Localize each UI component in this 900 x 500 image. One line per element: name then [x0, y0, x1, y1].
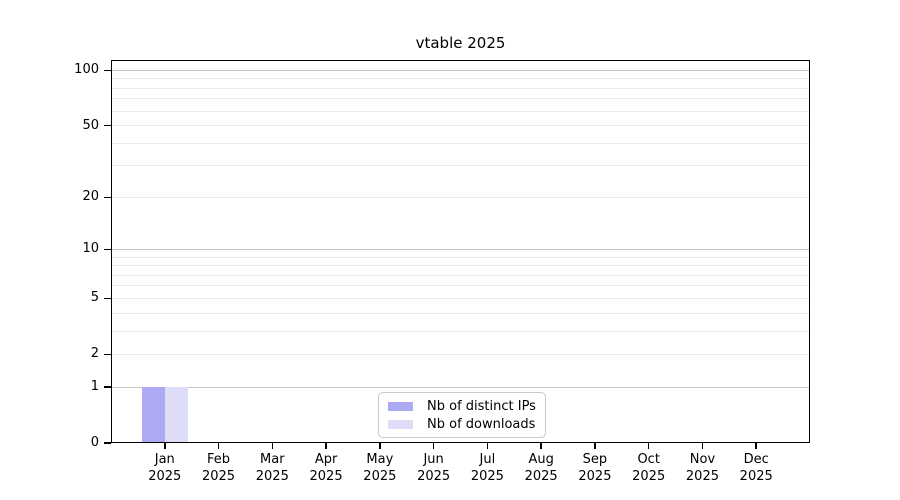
y-tick-mark: [104, 196, 111, 198]
x-tick-mark: [647, 443, 650, 449]
legend-swatch-downloads: [388, 419, 413, 429]
y-tick-mark: [104, 124, 111, 127]
x-tick-label: May 2025: [350, 451, 410, 485]
y-gridline-minor: [111, 78, 810, 80]
y-gridline-major: [111, 248, 810, 250]
y-gridline-minor: [111, 87, 810, 89]
y-gridline-minor: [111, 256, 810, 258]
y-tick-label: 100: [74, 62, 99, 78]
x-tick-month: Aug: [528, 452, 554, 467]
x-tick-year: 2025: [578, 469, 612, 484]
bar-nb-of-downloads-jan: [164, 387, 188, 443]
x-tick-year: 2025: [524, 469, 558, 484]
y-gridline-minor: [111, 285, 810, 287]
x-tick-month: May: [366, 452, 394, 467]
x-tick-mark: [271, 443, 274, 449]
x-tick-mark: [540, 443, 542, 449]
chart-title: vtable 2025: [415, 34, 506, 52]
legend-label-distinct-ips: Nb of distinct IPs: [427, 398, 536, 414]
y-tick-label: 2: [90, 346, 99, 362]
x-tick-month: Jul: [479, 452, 496, 467]
x-tick-year: 2025: [739, 469, 773, 484]
y-tick-label: 0: [90, 435, 99, 450]
legend: Nb of distinct IPs Nb of downloads: [378, 392, 546, 438]
x-tick-month: Oct: [637, 452, 660, 467]
x-tick-year: 2025: [255, 469, 289, 484]
x-tick-label: Nov 2025: [672, 451, 732, 485]
y-tick-label: 50: [82, 117, 99, 133]
x-tick-month: Jan: [154, 452, 175, 467]
y-tick-label: 1: [90, 379, 99, 395]
plot-border: [111, 60, 810, 443]
x-tick-year: 2025: [309, 469, 343, 484]
x-tick-mark: [594, 443, 596, 449]
x-tick-month: Mar: [260, 452, 285, 467]
x-tick-mark: [701, 443, 704, 449]
x-tick-year: 2025: [470, 469, 504, 484]
y-gridline-minor: [111, 165, 810, 167]
x-tick-month: Feb: [207, 452, 231, 467]
x-tick-month: Jun: [423, 452, 444, 467]
y-gridline-minor: [111, 196, 810, 198]
x-tick-label: Mar 2025: [242, 451, 302, 485]
x-tick-mark: [217, 443, 220, 449]
x-tick-mark: [325, 443, 327, 449]
y-tick-mark: [104, 442, 111, 444]
x-tick-year: 2025: [685, 469, 719, 484]
x-tick-month: Dec: [743, 452, 769, 467]
y-tick-label: 20: [82, 189, 99, 205]
y-tick-mark: [104, 353, 111, 356]
x-tick-month: Apr: [314, 452, 338, 467]
y-gridline-minor: [111, 265, 810, 267]
x-tick-mark: [432, 443, 435, 449]
x-tick-label: Apr 2025: [296, 451, 356, 485]
x-tick-mark: [164, 443, 166, 449]
legend-item-distinct-ips: Nb of distinct IPs: [388, 398, 536, 415]
y-gridline-minor: [111, 312, 810, 314]
x-tick-month: Nov: [689, 452, 716, 467]
x-tick-label: Jun 2025: [404, 451, 464, 485]
y-tick-mark: [104, 69, 111, 72]
x-tick-year: 2025: [363, 469, 397, 484]
x-tick-label: Jul 2025: [457, 451, 517, 485]
y-tick-label: 5: [90, 290, 99, 306]
legend-swatch-distinct-ips: [388, 401, 413, 411]
x-tick-month: Sep: [582, 452, 608, 467]
x-tick-mark: [755, 443, 757, 449]
legend-item-downloads: Nb of downloads: [388, 416, 536, 433]
x-tick-year: 2025: [417, 469, 451, 484]
y-gridline-minor: [111, 142, 810, 144]
bar-nb-of-distinct-ips-jan: [141, 387, 165, 443]
x-tick-label: Dec 2025: [726, 451, 786, 485]
x-tick-label: Jan 2025: [135, 451, 195, 485]
y-tick-mark: [104, 248, 111, 251]
y-gridline-minor: [111, 274, 810, 276]
y-gridline-major: [111, 386, 810, 388]
x-tick-label: Feb 2025: [189, 451, 249, 485]
y-gridline-minor: [111, 297, 810, 299]
x-tick-mark: [486, 443, 489, 449]
x-tick-year: 2025: [201, 469, 236, 484]
x-tick-label: Oct 2025: [619, 451, 679, 485]
y-tick-mark: [104, 297, 111, 300]
y-gridline-minor: [111, 125, 810, 127]
x-tick-mark: [379, 443, 381, 449]
x-tick-label: Sep 2025: [565, 451, 625, 485]
y-gridline-minor: [111, 110, 810, 112]
y-gridline-minor: [111, 353, 810, 355]
y-tick-mark: [104, 386, 111, 388]
x-tick-year: 2025: [148, 469, 182, 484]
legend-label-downloads: Nb of downloads: [427, 416, 536, 432]
x-tick-label: Aug 2025: [511, 451, 571, 485]
y-tick-label: 10: [82, 241, 99, 257]
y-gridline-minor: [111, 98, 810, 100]
y-gridline-minor: [111, 330, 810, 332]
y-gridline-major: [111, 69, 810, 71]
x-tick-year: 2025: [632, 469, 666, 484]
